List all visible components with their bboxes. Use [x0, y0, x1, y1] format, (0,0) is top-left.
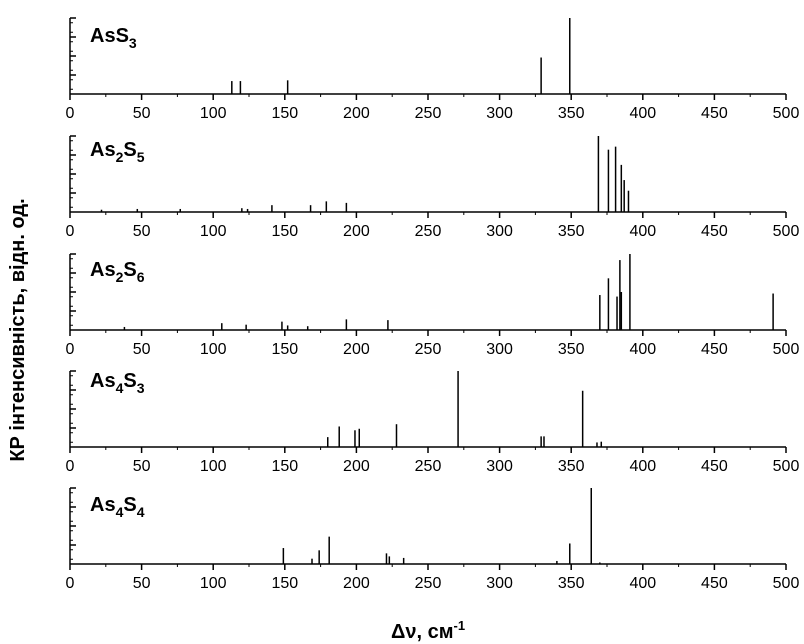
x-tick-label: 200	[343, 458, 370, 475]
x-tick-label: 250	[415, 575, 442, 592]
x-tick-label: 450	[701, 341, 728, 358]
x-tick-label: 500	[773, 575, 800, 592]
x-tick-label: 100	[200, 341, 227, 358]
x-tick-label: 500	[773, 458, 800, 475]
x-tick-label: 100	[200, 458, 227, 475]
x-tick-label: 50	[133, 105, 151, 122]
x-tick-label: 200	[343, 105, 370, 122]
x-axis-title-main: Δν, см	[391, 621, 454, 643]
x-tick-label: 300	[486, 223, 513, 240]
x-axis-title-superscript: -1	[453, 618, 465, 633]
x-tick-label: 500	[773, 105, 800, 122]
panel-label: As2S5	[90, 139, 145, 165]
x-tick-label: 100	[200, 105, 227, 122]
x-tick-label: 200	[343, 223, 370, 240]
x-tick-label: 50	[133, 341, 151, 358]
panel-label: As4S3	[90, 370, 145, 396]
x-tick-label: 300	[486, 105, 513, 122]
x-tick-label: 450	[701, 223, 728, 240]
x-tick-label: 0	[66, 458, 75, 475]
x-tick-label: 100	[200, 223, 227, 240]
x-tick-label: 500	[773, 341, 800, 358]
x-tick-label: 350	[558, 575, 585, 592]
x-tick-label: 400	[629, 105, 656, 122]
x-tick-label: 100	[200, 575, 227, 592]
x-tick-label: 250	[415, 458, 442, 475]
panel-2: 0 50 100 150 200 250 300 350 400 450 500 As2S5	[66, 135, 800, 240]
x-tick-label: 350	[558, 341, 585, 358]
x-tick-label: 450	[701, 458, 728, 475]
x-tick-label: 350	[558, 223, 585, 240]
panel-5: 0 50 100 150 200 250 300 350 400 450 500 As4S4	[66, 487, 800, 592]
x-tick-label: 400	[629, 458, 656, 475]
x-tick-label: 150	[271, 458, 298, 475]
x-tick-label: 450	[701, 575, 728, 592]
x-tick-label: 250	[415, 105, 442, 122]
y-axis-title: КР інтенсивність, відн. од.	[7, 198, 29, 461]
panel-1: 0 50 100 150 200 250 300 350 400 450 500 AsS3	[66, 17, 800, 122]
x-tick-label: 300	[486, 575, 513, 592]
x-tick-label: 50	[133, 575, 151, 592]
x-tick-label: 0	[66, 223, 75, 240]
panel-3: 0 50 100 150 200 250 300 350 400 450 500 As2S6	[66, 253, 800, 358]
panel-label: AsS3	[90, 25, 137, 51]
x-tick-label: 150	[271, 105, 298, 122]
x-tick-label: 150	[271, 223, 298, 240]
panel-4: 0 50 100 150 200 250 300 350 400 450 500 As4S3	[66, 370, 800, 475]
x-tick-label: 350	[558, 105, 585, 122]
panel-label: As2S6	[90, 259, 145, 285]
x-tick-label: 150	[271, 341, 298, 358]
x-tick-label: 250	[415, 223, 442, 240]
x-tick-label: 300	[486, 341, 513, 358]
x-tick-label: 0	[66, 341, 75, 358]
x-tick-label: 200	[343, 341, 370, 358]
x-tick-label: 150	[271, 575, 298, 592]
x-tick-label: 300	[486, 458, 513, 475]
x-tick-label: 0	[66, 575, 75, 592]
panel-label: As4S4	[90, 494, 145, 520]
x-axis-title: Δν, см-1	[391, 618, 465, 643]
x-tick-label: 400	[629, 341, 656, 358]
x-tick-label: 50	[133, 458, 151, 475]
x-tick-label: 400	[629, 223, 656, 240]
x-tick-label: 50	[133, 223, 151, 240]
x-tick-label: 200	[343, 575, 370, 592]
x-tick-label: 250	[415, 341, 442, 358]
x-tick-label: 350	[558, 458, 585, 475]
x-tick-label: 0	[66, 105, 75, 122]
x-tick-label: 400	[629, 575, 656, 592]
x-tick-label: 500	[773, 223, 800, 240]
x-tick-label: 450	[701, 105, 728, 122]
